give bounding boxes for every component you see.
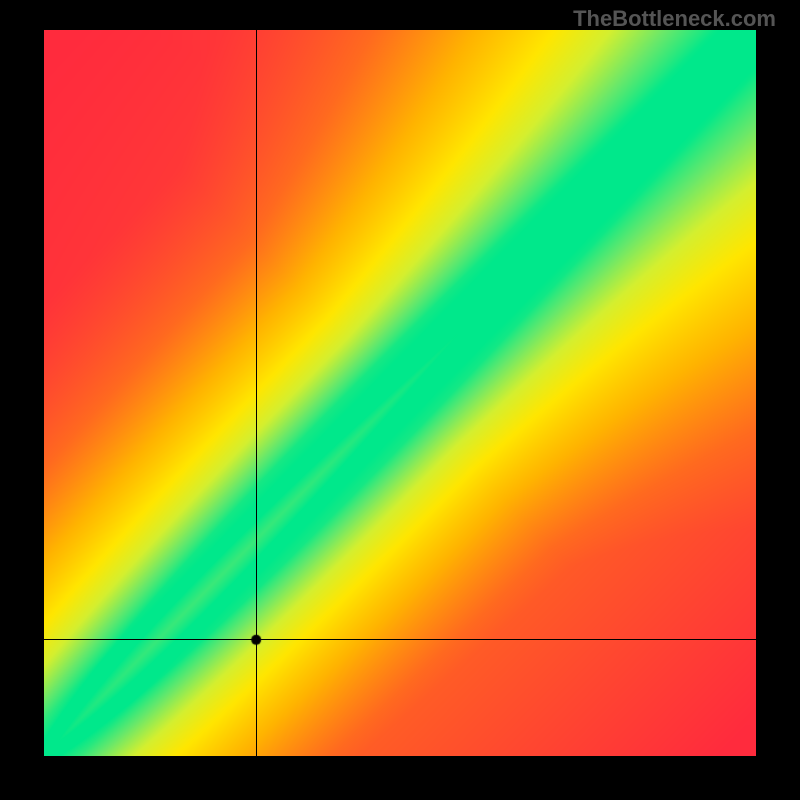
watermark-text: TheBottleneck.com [573, 6, 776, 32]
crosshair-horizontal-line [44, 639, 756, 640]
chart-container: TheBottleneck.com [0, 0, 800, 800]
crosshair-vertical-line [256, 30, 257, 756]
heatmap-plot-area [44, 30, 756, 756]
crosshair-marker [44, 30, 756, 756]
